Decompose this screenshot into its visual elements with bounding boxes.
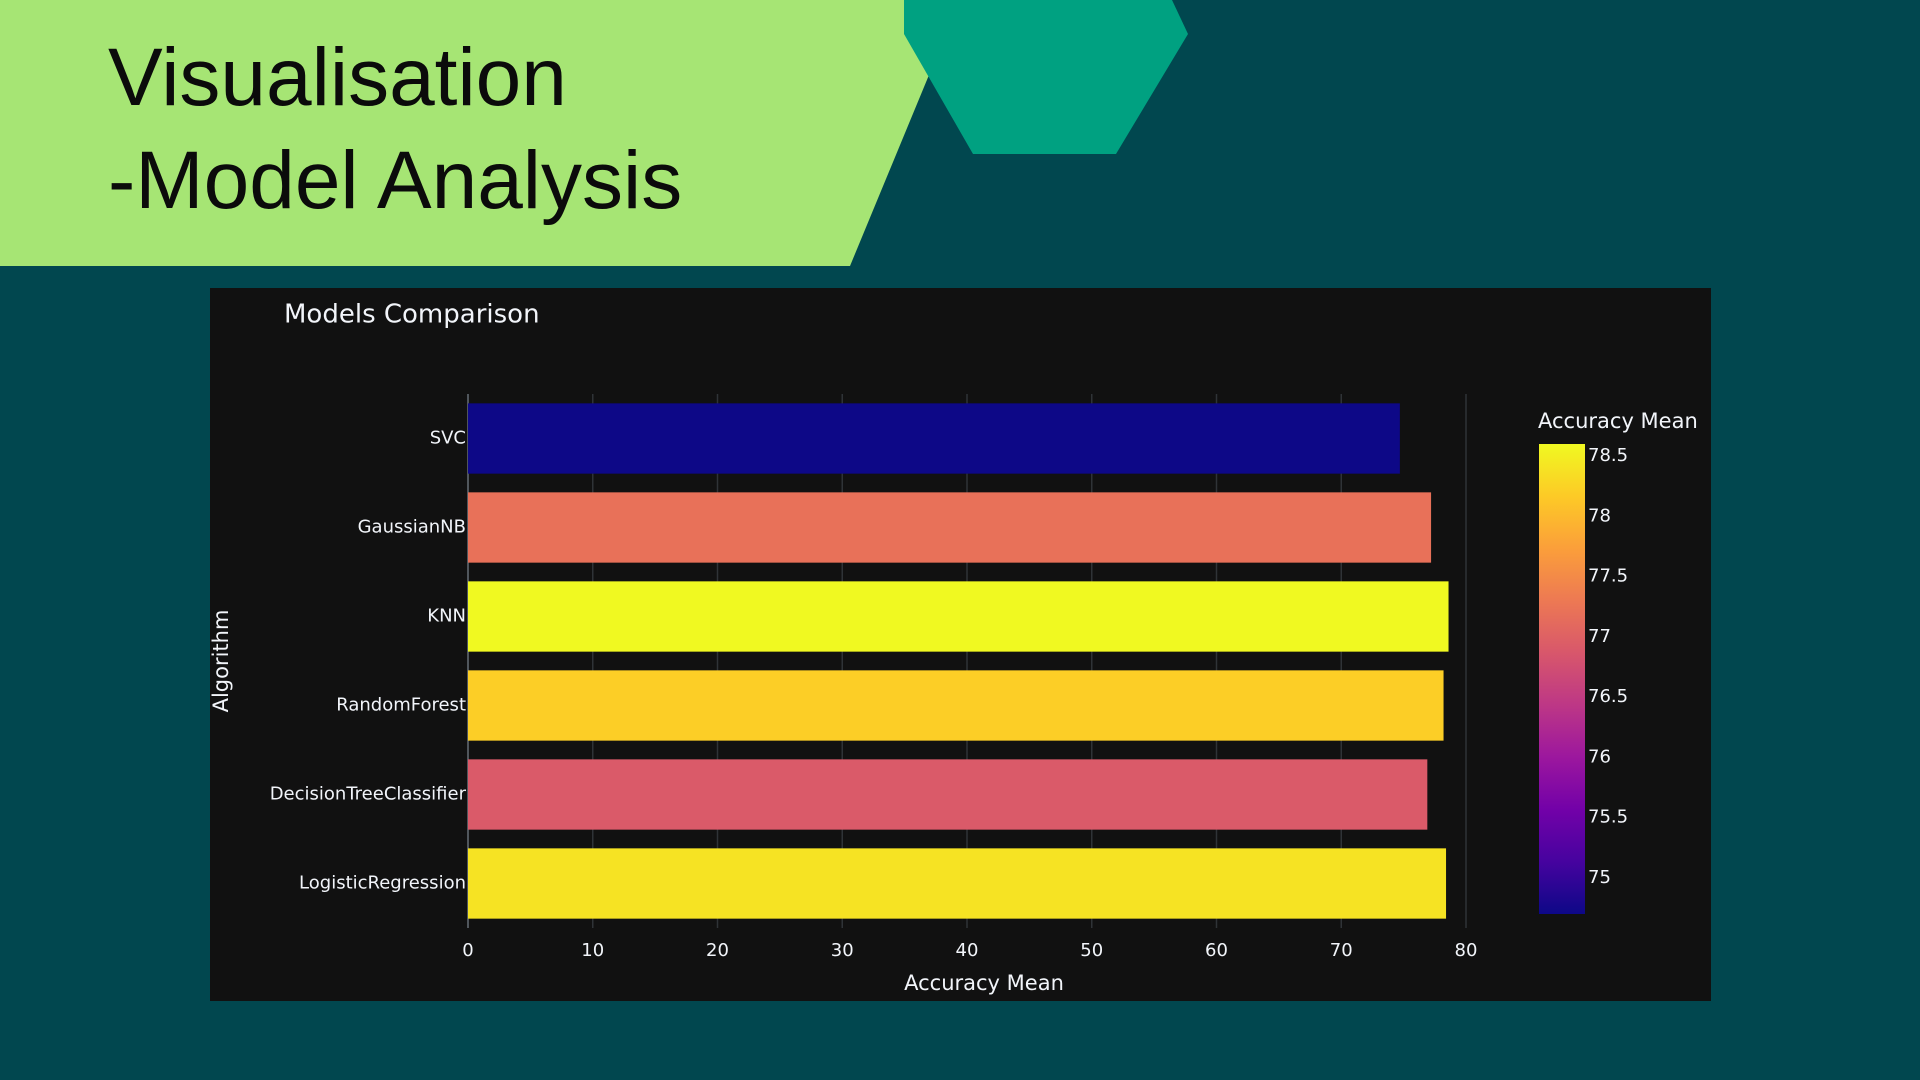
colorbar-tick-label: 75	[1588, 867, 1611, 888]
colorbar-title: Accuracy Mean	[1538, 409, 1698, 433]
x-tick-label: 70	[1330, 940, 1353, 961]
bars	[468, 403, 1449, 919]
y-tick-label: SVC	[430, 428, 466, 449]
y-tick-label: LogisticRegression	[299, 873, 466, 894]
x-tick-label: 10	[581, 940, 604, 961]
colorbar-ticks: 75 75.5 76 76.5 77 77.5 78 78.5	[1588, 445, 1628, 888]
slide-title-line-2: -Model Analysis	[108, 135, 683, 226]
colorbar-tick-label: 75.5	[1588, 807, 1628, 828]
colorbar-tick-label: 77.5	[1588, 566, 1628, 587]
colorbar-tick-label: 76	[1588, 746, 1611, 767]
slide-title-line-1: Visualisation	[108, 32, 567, 123]
hexagon-decoration	[904, 0, 1188, 154]
x-tick-label: 80	[1455, 940, 1478, 961]
bar	[468, 848, 1447, 919]
x-axis-ticks: 0 10 20 30 40 50 60 70 80	[462, 940, 1477, 961]
x-tick-label: 30	[831, 940, 854, 961]
x-tick-label: 40	[956, 940, 979, 961]
y-tick-label: GaussianNB	[358, 517, 466, 538]
y-axis-title: Algorithm	[210, 610, 233, 713]
bar	[468, 492, 1432, 563]
x-axis-title: Accuracy Mean	[904, 971, 1064, 995]
colorbar-tick-label: 78	[1588, 505, 1611, 526]
title-banner	[0, 0, 960, 266]
models-comparison-chart: Models Comparison SVC GaussianNB KNN Random…	[210, 288, 1711, 1001]
y-tick-label: DecisionTreeClassifier	[270, 784, 467, 805]
y-tick-label: RandomForest	[336, 695, 466, 716]
colorbar-tick-label: 76.5	[1588, 686, 1628, 707]
bar	[468, 670, 1444, 741]
colorbar-tick-label: 77	[1588, 626, 1611, 647]
grid-lines	[467, 394, 1467, 928]
chart-title: Models Comparison	[284, 300, 540, 330]
x-tick-label: 50	[1080, 940, 1103, 961]
y-axis-ticks: SVC GaussianNB KNN RandomForest DecisionTree…	[270, 428, 467, 894]
colorbar-tick-label: 78.5	[1588, 445, 1628, 466]
colorbar	[1539, 444, 1585, 914]
bar	[468, 759, 1428, 830]
bar	[468, 581, 1449, 652]
x-tick-label: 0	[462, 940, 473, 961]
bar	[468, 403, 1400, 474]
x-tick-label: 20	[706, 940, 729, 961]
x-tick-label: 60	[1205, 940, 1228, 961]
y-tick-label: KNN	[427, 606, 466, 627]
